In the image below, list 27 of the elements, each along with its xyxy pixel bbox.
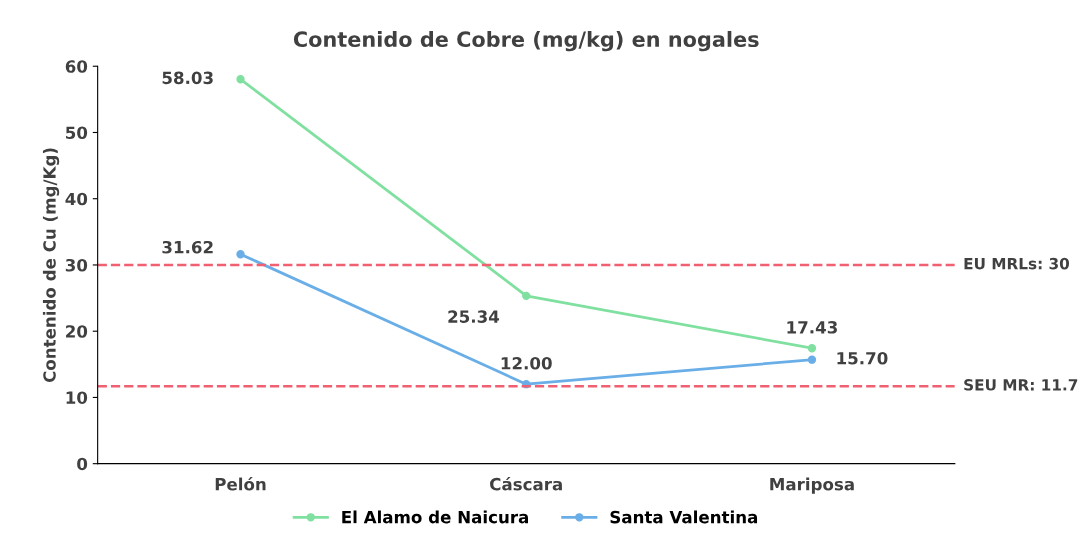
chart-title: Contenido de Cobre (mg/kg) en nogales: [293, 30, 759, 52]
y-tick-label: 30: [65, 258, 88, 272]
legend-label: El Alamo de Naicura: [342, 510, 528, 524]
point: [236, 250, 245, 259]
legend-label: Santa Valentina: [610, 510, 758, 524]
y-tick-label: 40: [65, 192, 88, 206]
y-tick-label: 10: [66, 391, 88, 405]
point: [807, 344, 817, 353]
data-label: 25.34: [448, 310, 500, 323]
point: [522, 291, 531, 300]
ref-line-label: EU MRLs: 30: [964, 257, 1070, 270]
y-tick-label: 20: [66, 325, 88, 338]
data-label: 17.43: [787, 321, 837, 334]
y-tick-label: 0: [77, 457, 88, 471]
data-label: 12.00: [501, 356, 552, 370]
x-tick-label: Pelón: [215, 476, 266, 491]
data-label: 31.62: [162, 240, 213, 254]
point: [236, 75, 245, 84]
x-tick-label: Cáscara: [490, 476, 562, 491]
y-tick-label: 60: [65, 60, 88, 73]
y-axis-title: Contenido de Cu (mg/Kg): [42, 148, 60, 383]
data-label: 15.70: [837, 351, 888, 365]
ref-line-label: SEU MR: 11.7: [964, 379, 1078, 391]
y-tick-label: 50: [66, 126, 88, 140]
data-label: 58.03: [162, 71, 213, 85]
point: [807, 355, 817, 364]
x-tick-label: Mariposa: [770, 477, 854, 494]
